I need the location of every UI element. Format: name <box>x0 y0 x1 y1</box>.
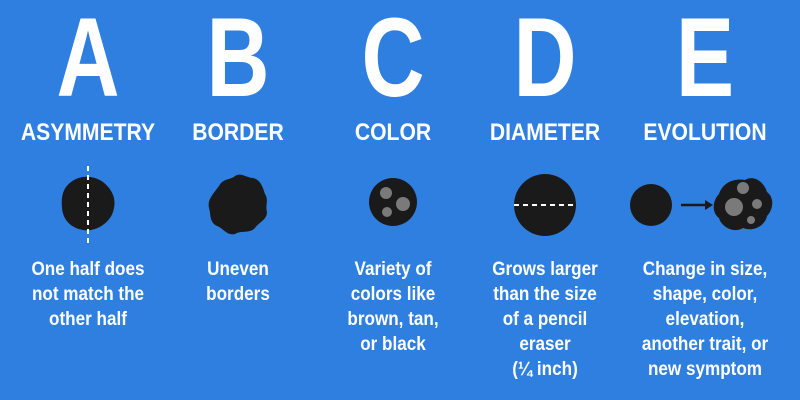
label-border: BORDER <box>192 119 284 146</box>
label-asymmetry: ASYMMETRY <box>20 119 156 146</box>
description-color: Variety of colors like brown, tan, or bl… <box>347 259 439 355</box>
column-border: B BORDER Uneven borders <box>160 0 316 400</box>
letter-e: E <box>675 0 735 120</box>
label-evolution: EVOLUTION <box>643 119 767 146</box>
letter-d: D <box>513 0 577 120</box>
description-asymmetry: One half does not match the other half <box>31 259 145 330</box>
column-asymmetry: A ASYMMETRY One half does not match the … <box>0 0 176 400</box>
uneven-border-mole-icon <box>160 160 316 250</box>
letter-a: A <box>56 0 120 120</box>
description-evolution: Change in size, shape, color, elevation,… <box>641 259 769 380</box>
asymmetric-mole-icon <box>0 160 176 250</box>
label-color: COLOR <box>354 119 432 146</box>
letter-c: C <box>361 0 425 120</box>
description-border: Uneven borders <box>206 259 270 305</box>
column-diameter: D DIAMETER Grows larger than the size of… <box>470 0 620 400</box>
column-evolution: E EVOLUTION Change in size, shape, color… <box>615 0 795 400</box>
diameter-mole-icon <box>470 160 620 250</box>
column-color: C COLOR Variety of colors like brown, ta… <box>300 0 486 400</box>
description-diameter: Grows larger than the size of a pencil e… <box>492 259 598 380</box>
evolving-mole-icon <box>615 160 795 250</box>
label-diameter: DIAMETER <box>489 119 601 146</box>
letter-b: B <box>206 0 270 120</box>
multicolor-mole-icon <box>300 160 486 250</box>
